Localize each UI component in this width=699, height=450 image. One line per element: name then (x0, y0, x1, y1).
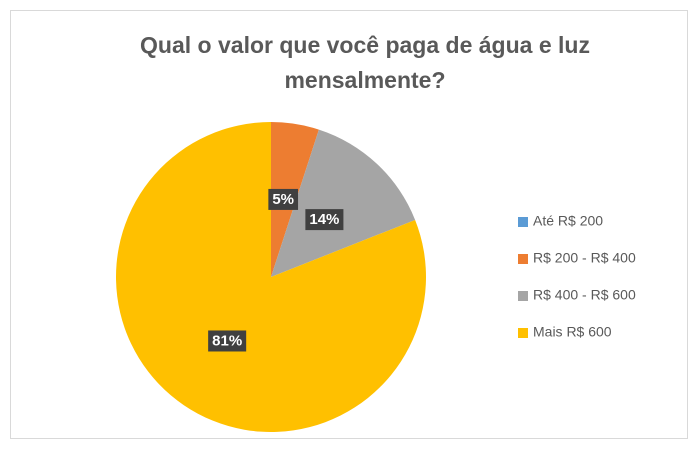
legend-label: Mais R$ 600 (533, 324, 612, 340)
data-label-text: 81% (212, 332, 242, 349)
pie-slice (116, 122, 426, 433)
data-label-text: 14% (309, 211, 339, 228)
legend-swatch (518, 254, 528, 264)
legend-swatch (518, 217, 528, 227)
data-label: 81% (208, 330, 247, 352)
chart-title: Qual o valor que você paga de água e luz… (140, 32, 590, 93)
legend-swatch (518, 328, 528, 338)
chart-frame (10, 10, 688, 439)
legend-label: R$ 200 - R$ 400 (533, 250, 636, 266)
data-label-box (268, 188, 299, 210)
legend-label: Até R$ 200 (533, 213, 603, 229)
data-label: 5% (268, 188, 299, 210)
legend-swatch (518, 291, 528, 301)
legend-label: R$ 400 - R$ 600 (533, 287, 636, 303)
data-label: 14% (305, 209, 344, 231)
pie-slice (271, 129, 416, 277)
data-label-box (208, 330, 247, 352)
data-label-box (305, 209, 344, 231)
data-label-text: 5% (272, 191, 294, 208)
